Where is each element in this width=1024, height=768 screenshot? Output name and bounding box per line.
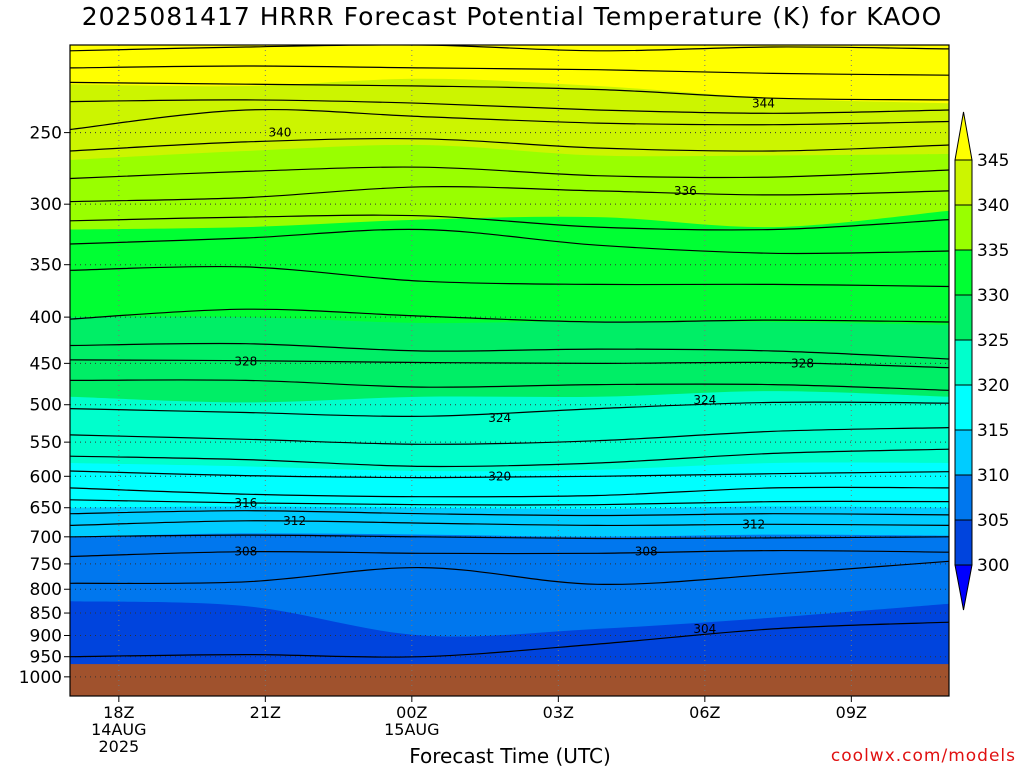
colorbar-label: 325 <box>977 331 1009 351</box>
isentrope-line <box>70 65 949 76</box>
x-tick-label: 21Z <box>250 703 281 722</box>
y-tick-label: 850 <box>30 604 62 624</box>
isentrope-line <box>70 166 949 180</box>
isentrope-line <box>70 359 949 369</box>
y-tick-label: 250 <box>30 124 62 144</box>
contour-label: 344 <box>752 96 775 110</box>
isentrope-line <box>70 342 949 360</box>
isentrope-line <box>70 214 949 231</box>
colorbar-label: 335 <box>977 241 1009 261</box>
colorbar-label: 320 <box>977 376 1009 396</box>
ground-surface <box>70 664 949 696</box>
contour-label: 304 <box>693 622 716 636</box>
isentrope-line <box>70 549 949 558</box>
contour-label: 308 <box>234 545 257 559</box>
colorbar-label: 310 <box>977 466 1009 486</box>
y-tick-label: 800 <box>30 580 62 600</box>
contour-label: 312 <box>742 517 765 531</box>
colorbar-segment <box>954 519 973 566</box>
y-tick-label: 650 <box>30 499 62 519</box>
y-tick-label: 950 <box>30 648 62 668</box>
isentrope-line <box>70 534 949 540</box>
contour-label: 316 <box>234 496 257 510</box>
colorbar-label: 340 <box>977 196 1009 216</box>
isentrope-line <box>70 137 949 152</box>
colorbar-segment <box>954 429 973 476</box>
isentrope-line <box>70 448 949 468</box>
y-tick-label: 550 <box>30 433 62 453</box>
colorbar-label: 300 <box>977 556 1009 576</box>
colorbar-label: 315 <box>977 421 1009 441</box>
y-tick-label: 750 <box>30 555 62 575</box>
isentrope-line <box>70 81 949 101</box>
plot-frame <box>69 44 950 697</box>
credit-link[interactable]: coolwx.com/models <box>830 746 1016 766</box>
x-tick-label: 15AUG <box>384 720 439 739</box>
x-axis-label: Forecast Time (UTC) <box>409 744 611 768</box>
plot-area: 344 340 336 328 328 324 324 320 316 312 312 308 308 3… <box>70 45 949 696</box>
isentrope-line <box>70 186 949 203</box>
y-tick-label: 600 <box>30 467 62 487</box>
contour-label: 320 <box>488 469 511 483</box>
isentrope-line <box>70 560 949 586</box>
x-tick-label: 2025 <box>98 737 139 756</box>
contour-label: 324 <box>488 411 511 425</box>
contour-label: 336 <box>674 184 697 198</box>
isentrope-line <box>70 427 949 445</box>
isentrope-line <box>70 499 949 506</box>
colorbar-label: 330 <box>977 286 1009 306</box>
x-tick-label: 00Z <box>396 703 427 722</box>
isentrope-line <box>70 108 949 131</box>
isentrope-line <box>70 510 949 517</box>
colorbar-top-arrow <box>954 111 973 161</box>
colorbar-label: 305 <box>977 511 1009 531</box>
colorbar-bottom-arrow <box>954 564 973 611</box>
isentrope-line <box>70 520 949 527</box>
contour-label: 340 <box>269 126 292 140</box>
colorbar-segment <box>954 294 973 341</box>
contour-label: 324 <box>693 393 716 407</box>
chart-title: 2025081417 HRRR Forecast Potential Tempe… <box>81 2 943 31</box>
y-tick-label: 300 <box>30 195 62 215</box>
isentrope-line <box>70 228 949 255</box>
y-tick-label: 1000 <box>19 668 62 688</box>
colorbar-segment <box>954 249 973 296</box>
colorbar-segment <box>954 384 973 431</box>
y-tick-label: 400 <box>30 308 62 328</box>
x-tick-label: 03Z <box>543 703 574 722</box>
y-tick-label: 900 <box>30 626 62 646</box>
isentrope-line <box>70 308 949 323</box>
colorbar-label: 345 <box>977 151 1009 171</box>
y-tick-label: 700 <box>30 528 62 548</box>
x-tick-label: 14AUG <box>91 720 146 739</box>
contour-label: 312 <box>283 514 306 528</box>
isentrope-line <box>70 401 949 417</box>
isentrope-line <box>70 265 949 288</box>
x-tick-label: 09Z <box>836 703 867 722</box>
y-tick-label: 350 <box>30 256 62 276</box>
isentrope-line <box>70 99 949 114</box>
isentrope-line <box>70 621 949 658</box>
contour-label: 328 <box>791 356 814 370</box>
x-tick-label: 06Z <box>689 703 720 722</box>
x-tick-label: 18Z <box>103 703 134 722</box>
colorbar-segment <box>954 339 973 386</box>
contour-label: 308 <box>635 545 658 559</box>
colorbar-segment <box>954 474 973 521</box>
y-tick-label: 450 <box>30 354 62 374</box>
isentrope-line <box>70 45 949 52</box>
contour-label: 328 <box>234 355 257 369</box>
isentrope-line <box>70 470 949 479</box>
colorbar-segment <box>954 204 973 251</box>
y-tick-label: 500 <box>30 396 62 416</box>
colorbar-segment <box>954 159 973 206</box>
isentrope-line <box>70 486 949 498</box>
isentrope-line <box>70 379 949 391</box>
